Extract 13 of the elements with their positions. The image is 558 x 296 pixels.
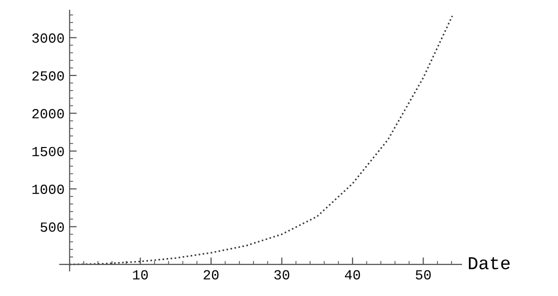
y-tick-label: 500 — [40, 222, 64, 232]
y-tick-label: 3000 — [32, 33, 64, 43]
x-tick-label: 20 — [204, 270, 219, 280]
y-tick-label: 1500 — [32, 146, 64, 156]
x-tick-label: 40 — [344, 270, 360, 280]
x-tick-label: 10 — [133, 270, 148, 280]
x-axis-title: Date — [468, 257, 510, 270]
y-tick-label: 1000 — [32, 184, 64, 194]
x-tick-label: 50 — [416, 270, 431, 280]
line-series — [68, 15, 454, 266]
y-tick-label: 2000 — [32, 109, 64, 118]
x-tick-label: 30 — [274, 270, 290, 280]
y-tick-label: 2500 — [32, 71, 64, 81]
